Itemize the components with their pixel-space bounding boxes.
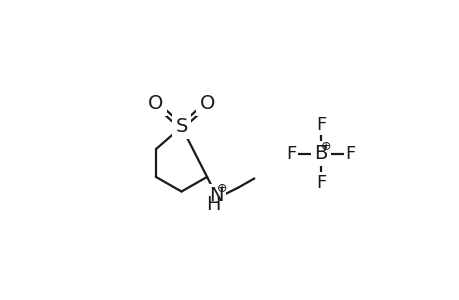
Text: O: O [199, 94, 214, 113]
Text: N: N [209, 186, 223, 205]
Text: F: F [286, 145, 296, 163]
Text: F: F [315, 116, 325, 134]
Text: F: F [345, 145, 355, 163]
Text: S: S [175, 117, 187, 136]
Text: O: O [148, 94, 163, 113]
Text: ⊕: ⊕ [320, 140, 330, 153]
Text: H: H [206, 195, 220, 214]
Text: B: B [313, 144, 327, 163]
Text: ⊕: ⊕ [216, 182, 227, 195]
Text: F: F [315, 174, 325, 192]
